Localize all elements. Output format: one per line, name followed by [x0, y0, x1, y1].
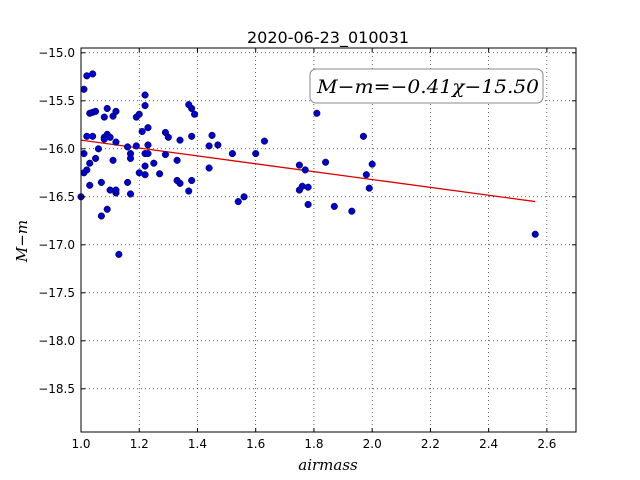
- data-point: [188, 104, 196, 113]
- data-point: [208, 131, 216, 139]
- data-point: [86, 181, 94, 189]
- data-point: [126, 154, 135, 162]
- data-point: [301, 166, 309, 174]
- data-point: [94, 145, 103, 153]
- data-point: [80, 85, 88, 93]
- data-point: [205, 164, 213, 172]
- data-point: [141, 91, 149, 99]
- data-point: [115, 250, 123, 258]
- x-axis-label: airmass: [298, 456, 358, 474]
- x-tick-label: 2.4: [479, 437, 498, 451]
- data-point: [214, 141, 222, 149]
- fit-equation: M−m=−0.41χ−15.50: [316, 76, 539, 98]
- data-point: [322, 158, 330, 166]
- data-point: [359, 132, 367, 140]
- plot-frame: [80, 47, 577, 433]
- data-point: [176, 136, 184, 144]
- data-point: [141, 171, 149, 179]
- data-point: [348, 207, 356, 215]
- data-point: [330, 202, 338, 210]
- data-point: [150, 159, 158, 167]
- data-point: [126, 190, 135, 198]
- data-point: [365, 184, 373, 192]
- data-point: [112, 186, 120, 194]
- chart-title: 2020-06-23_010031: [247, 28, 409, 48]
- data-point: [141, 102, 149, 110]
- y-tick-label: −16.0: [38, 142, 75, 156]
- data-point: [260, 137, 268, 145]
- data-point: [86, 159, 94, 167]
- data-point: [173, 156, 181, 164]
- data-point: [124, 143, 132, 151]
- y-axis-label: M−m: [13, 220, 31, 263]
- data-point: [92, 154, 100, 162]
- data-point: [106, 133, 114, 141]
- data-point: [368, 160, 376, 168]
- data-point: [109, 156, 117, 164]
- data-point: [144, 124, 152, 132]
- data-point: [313, 109, 321, 117]
- data-point: [97, 178, 105, 186]
- data-point: [141, 162, 149, 170]
- data-point: [298, 182, 306, 190]
- data-point: [362, 171, 370, 179]
- x-tick-label: 1.2: [130, 437, 149, 451]
- data-point: [188, 176, 196, 185]
- data-point: [228, 150, 236, 158]
- data-point: [112, 107, 120, 115]
- x-tick-label: 2.2: [421, 437, 440, 451]
- y-tick-label: −18.0: [38, 334, 75, 348]
- data-point: [103, 205, 111, 213]
- y-tick-label: −17.5: [38, 286, 75, 300]
- data-point: [188, 132, 196, 140]
- y-tick-label: −15.5: [38, 94, 75, 108]
- data-point: [89, 70, 97, 78]
- data-point: [234, 198, 242, 206]
- data-point: [531, 230, 539, 238]
- data-point: [97, 212, 105, 220]
- data-point: [185, 187, 193, 195]
- data-point: [191, 110, 199, 118]
- data-point: [304, 200, 312, 209]
- x-tick-label: 1.6: [246, 437, 265, 451]
- data-point: [164, 133, 172, 141]
- x-tick-label: 2.0: [363, 437, 382, 451]
- data-point: [144, 150, 152, 158]
- data-point: [132, 142, 140, 150]
- data-point: [103, 104, 111, 113]
- x-tick-label: 1.4: [188, 437, 207, 451]
- data-point: [304, 183, 312, 191]
- annotation-box: M−m=−0.41χ−15.50: [309, 68, 544, 104]
- data-point: [240, 193, 248, 201]
- data-point: [100, 113, 108, 121]
- data-point: [138, 127, 146, 136]
- data-point: [80, 150, 88, 158]
- data-point: [112, 138, 120, 146]
- data-point: [161, 151, 169, 159]
- y-tick-label: −15.0: [38, 46, 75, 60]
- data-point: [135, 110, 143, 118]
- data-point: [205, 142, 213, 150]
- data-point: [83, 166, 91, 174]
- x-tick-label: 2.6: [537, 437, 556, 451]
- data-point: [89, 132, 97, 140]
- y-tick-label: −16.5: [38, 190, 75, 204]
- x-tick-label: 1.8: [304, 437, 323, 451]
- data-point: [252, 150, 260, 158]
- x-tick-label: 1.0: [71, 437, 90, 451]
- axis-ticks: 1.0 1.2 1.4 1.6 1.8 2.0 2.2 2.4 2.6 −15.0 −15.5 −16…: [38, 46, 576, 451]
- data-points: [77, 70, 539, 258]
- data-point: [176, 179, 184, 187]
- grid-lines: [80, 48, 576, 432]
- y-tick-label: −17.0: [38, 238, 75, 252]
- y-tick-label: −18.5: [38, 382, 75, 396]
- data-point: [295, 161, 303, 169]
- data-point: [144, 141, 152, 149]
- data-point: [124, 178, 132, 186]
- data-point: [156, 170, 164, 178]
- data-point: [92, 107, 100, 115]
